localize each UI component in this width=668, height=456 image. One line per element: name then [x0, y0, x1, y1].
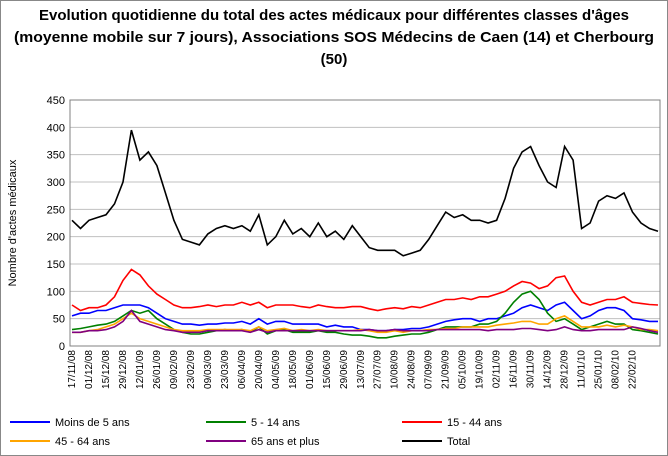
series-line	[71, 290, 659, 339]
legend-label: 5 - 14 ans	[251, 417, 300, 429]
x-tick-label: 24/08/09	[407, 350, 418, 389]
y-tick-label: 200	[47, 232, 65, 244]
x-tick-label: 16/11/09	[509, 350, 520, 389]
x-tick-label: 23/02/09	[186, 350, 197, 389]
x-tick-label: 13/07/09	[356, 350, 367, 389]
y-tick-label: 400	[47, 122, 65, 134]
legend-label: 15 - 44 ans	[447, 417, 503, 429]
legend-label: 65 ans et plus	[251, 436, 320, 448]
x-tick-label: 06/04/09	[237, 350, 248, 389]
x-tick-label: 01/06/09	[305, 350, 316, 389]
x-tick-label: 18/05/09	[288, 350, 299, 389]
legend-label: Moins de 5 ans	[55, 417, 130, 429]
y-tick-label: 150	[47, 259, 65, 271]
x-tick-label: 09/03/09	[203, 350, 214, 389]
x-tick-label: 25/01/10	[594, 350, 605, 389]
x-tick-label: 27/07/09	[373, 350, 384, 389]
chart-title: (50)	[321, 51, 348, 68]
x-tick-label: 02/11/09	[492, 350, 503, 389]
x-tick-label: 12/01/09	[135, 350, 146, 389]
series-line	[71, 129, 659, 257]
x-tick-label: 23/03/09	[220, 350, 231, 389]
y-axis-label: Nombre d'actes médicaux	[7, 159, 19, 286]
series-line	[71, 268, 659, 312]
x-tick-label: 20/04/09	[254, 350, 265, 389]
x-tick-label: 29/12/08	[118, 350, 129, 389]
y-tick-label: 50	[53, 314, 65, 326]
y-tick-label: 0	[59, 341, 65, 353]
x-tick-label: 15/06/09	[322, 350, 333, 389]
y-tick-label: 350	[47, 150, 65, 162]
x-tick-label: 10/08/09	[390, 350, 401, 389]
x-tick-label: 09/02/09	[169, 350, 180, 389]
legend-label: 45 - 64 ans	[55, 436, 111, 448]
legend-label: Total	[447, 436, 470, 448]
chart-title: Evolution quotidienne du total des actes…	[39, 7, 629, 24]
x-tick-label: 28/12/09	[560, 350, 571, 389]
x-tick-label: 17/11/08	[67, 350, 78, 389]
x-tick-label: 21/09/09	[441, 350, 452, 389]
series-line	[72, 309, 659, 334]
y-tick-label: 100	[47, 286, 65, 298]
y-tick-label: 300	[47, 177, 65, 189]
x-tick-label: 26/01/09	[152, 350, 163, 389]
x-tick-label: 11/01/10	[577, 350, 588, 389]
x-tick-label: 14/12/09	[543, 350, 554, 389]
chart-title: (moyenne mobile sur 7 jours), Associatio…	[14, 29, 654, 46]
y-tick-label: 450	[47, 95, 65, 107]
x-tick-label: 04/05/09	[271, 350, 282, 389]
x-tick-label: 19/10/09	[475, 350, 486, 389]
x-tick-label: 07/09/09	[424, 350, 435, 389]
x-tick-label: 01/12/08	[84, 350, 95, 389]
y-tick-label: 250	[47, 204, 65, 216]
x-tick-label: 29/06/09	[339, 350, 350, 389]
x-tick-label: 05/10/09	[458, 350, 469, 389]
plot-frame	[69, 99, 661, 347]
x-tick-label: 08/02/10	[611, 350, 622, 389]
x-tick-label: 15/12/08	[101, 350, 112, 389]
x-tick-label: 30/11/09	[526, 350, 537, 389]
x-tick-label: 22/02/10	[628, 350, 639, 389]
